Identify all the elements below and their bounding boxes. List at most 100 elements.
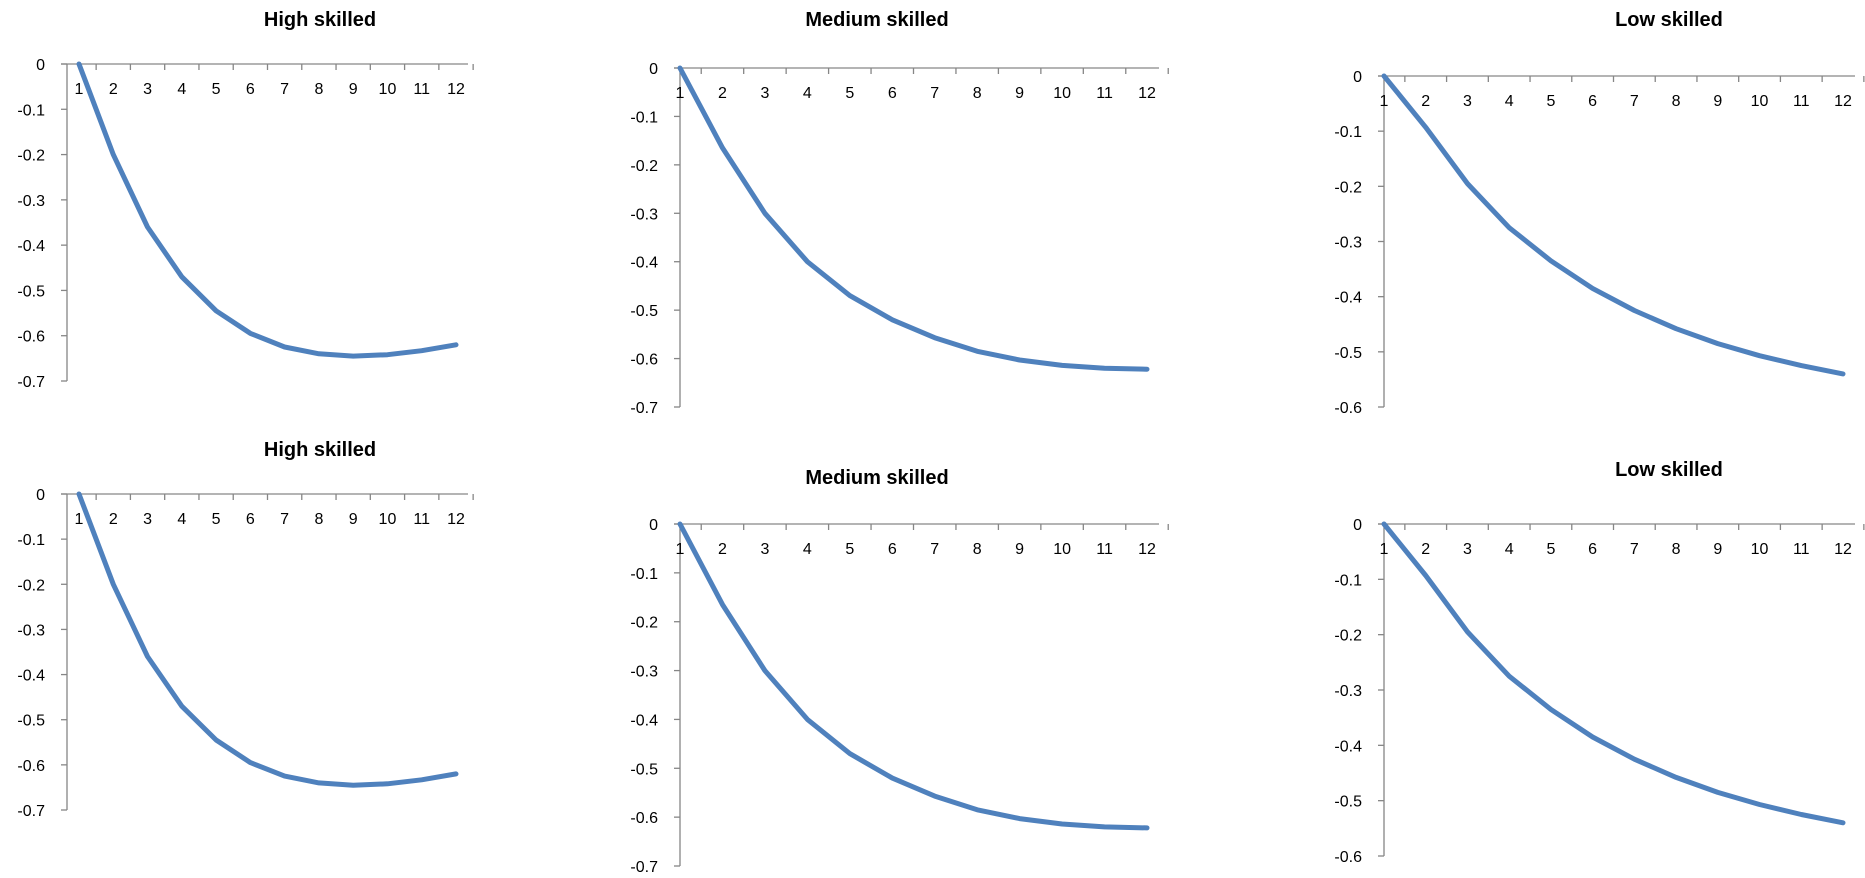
x-tick-label: 7 [930, 85, 939, 102]
y-tick-label: -0.4 [17, 238, 45, 255]
y-tick-label: -0.3 [17, 193, 45, 210]
y-tick-label: -0.4 [1334, 738, 1362, 755]
x-tick-label: 11 [1793, 93, 1810, 110]
y-tick-label: -0.5 [17, 713, 45, 730]
x-tick-label: 11 [413, 81, 430, 98]
y-tick-label: -0.7 [17, 803, 45, 820]
x-tick-label: 6 [1588, 93, 1597, 110]
x-tick-label: 10 [1053, 541, 1071, 558]
x-tick-label: 10 [1751, 93, 1769, 110]
x-tick-label: 6 [1588, 541, 1597, 558]
y-tick-label: -0.1 [1334, 572, 1362, 589]
y-tick-label: 0 [649, 61, 658, 78]
y-tick-label: -0.5 [17, 283, 45, 300]
x-tick-label: 9 [1015, 85, 1024, 102]
y-tick-label: -0.7 [17, 374, 45, 391]
x-tick-label: 10 [379, 511, 397, 528]
x-tick-label: 7 [280, 511, 289, 528]
y-tick-label: -0.3 [1334, 683, 1362, 700]
y-tick-label: -0.1 [630, 109, 658, 126]
x-tick-label: 8 [973, 541, 982, 558]
x-tick-label: 12 [1138, 541, 1156, 558]
chart-title: High skilled [264, 439, 376, 461]
x-tick-label: 12 [447, 511, 465, 528]
x-tick-label: 10 [1751, 541, 1769, 558]
x-tick-label: 4 [177, 81, 186, 98]
x-tick-label: 8 [314, 511, 323, 528]
x-tick-label: 5 [212, 81, 221, 98]
x-tick-label: 4 [177, 511, 186, 528]
x-tick-label: 6 [888, 541, 897, 558]
x-tick-label: 5 [1546, 93, 1555, 110]
x-tick-label: 1 [676, 541, 685, 558]
chart-title: Low skilled [1615, 459, 1723, 481]
x-tick-label: 12 [1834, 541, 1852, 558]
y-tick-label: -0.2 [17, 577, 45, 594]
x-tick-label: 5 [212, 511, 221, 528]
x-tick-label: 3 [143, 511, 152, 528]
x-tick-label: 6 [246, 81, 255, 98]
x-tick-label: 3 [1463, 541, 1472, 558]
y-tick-label: -0.5 [630, 303, 658, 320]
x-tick-label: 7 [1630, 93, 1639, 110]
y-tick-label: -0.3 [630, 664, 658, 681]
y-tick-label: -0.5 [1334, 345, 1362, 362]
y-tick-label: 0 [36, 57, 45, 74]
series-line [76, 61, 459, 359]
x-tick-label: 5 [1546, 541, 1555, 558]
x-tick-label: 8 [973, 85, 982, 102]
x-tick-label: 7 [1630, 541, 1639, 558]
x-tick-label: 2 [109, 511, 118, 528]
x-tick-label: 1 [75, 511, 84, 528]
x-tick-label: 11 [1096, 85, 1113, 102]
x-tick-label: 4 [1505, 541, 1514, 558]
x-tick-label: 2 [718, 85, 727, 102]
x-tick-label: 6 [888, 85, 897, 102]
y-tick-label: -0.4 [630, 255, 658, 272]
y-tick-label: -0.3 [1334, 235, 1362, 252]
series-line [1381, 521, 1846, 826]
x-tick-label: 9 [349, 81, 358, 98]
x-tick-label: 7 [280, 81, 289, 98]
y-tick-label: 0 [1353, 69, 1362, 86]
x-tick-label: 3 [143, 81, 152, 98]
y-tick-label: -0.3 [630, 206, 658, 223]
x-tick-label: 1 [676, 85, 685, 102]
x-tick-label: 12 [1834, 93, 1852, 110]
chart-title: High skilled [264, 9, 376, 31]
chart-title: Low skilled [1615, 9, 1723, 31]
x-tick-label: 4 [1505, 93, 1514, 110]
x-tick-label: 2 [109, 81, 118, 98]
y-tick-label: -0.5 [630, 761, 658, 778]
x-tick-label: 5 [845, 541, 854, 558]
chart-panel-2: Medium skilled 0 -0.1 -0.2 -0.3 -0.4 -0.5 -0.6 -… [630, 9, 1169, 417]
x-tick-label: 3 [760, 85, 769, 102]
x-tick-label: 4 [803, 541, 812, 558]
x-tick-label: 4 [803, 85, 812, 102]
y-tick-label: -0.4 [630, 712, 658, 729]
y-tick-label: -0.1 [630, 566, 658, 583]
y-tick-label: -0.5 [1334, 794, 1362, 811]
y-tick-label: -0.1 [17, 102, 45, 119]
x-tick-label: 11 [413, 511, 430, 528]
y-tick-label: -0.2 [1334, 179, 1362, 196]
x-tick-label: 11 [1793, 541, 1810, 558]
y-tick-label: -0.6 [17, 329, 45, 346]
y-tick-label: -0.2 [630, 158, 658, 175]
x-tick-label: 9 [1015, 541, 1024, 558]
x-tick-label: 12 [447, 81, 465, 98]
y-tick-label: -0.4 [17, 668, 45, 685]
x-tick-label: 5 [845, 85, 854, 102]
x-tick-label: 9 [1713, 93, 1722, 110]
series-line [677, 65, 1150, 372]
x-tick-label: 3 [1463, 93, 1472, 110]
y-tick-label: -0.6 [630, 810, 658, 827]
x-tick-label: 9 [349, 511, 358, 528]
x-tick-label: 6 [246, 511, 255, 528]
y-tick-label: -0.7 [630, 400, 658, 417]
chart-panel-5: Medium skilled 0 -0.1 -0.2 -0.3 -0.4 -0.5 -0.6 -… [630, 467, 1169, 876]
x-tick-label: 8 [1672, 541, 1681, 558]
